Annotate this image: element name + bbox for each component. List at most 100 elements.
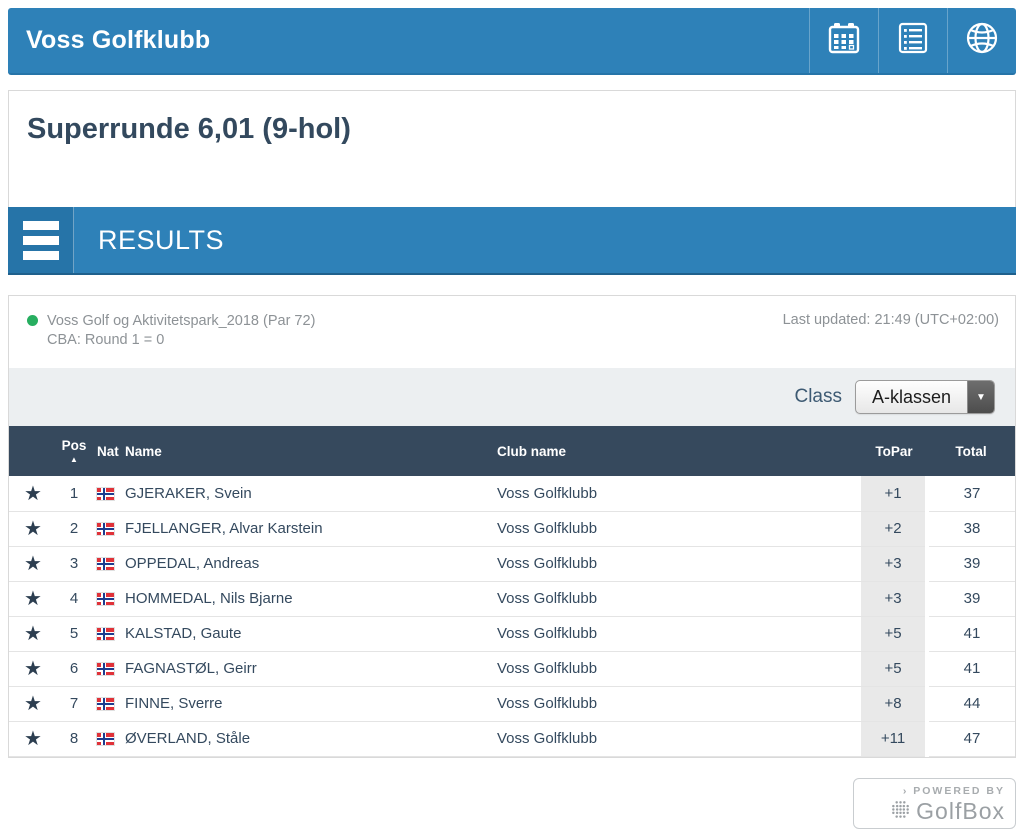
- player-topar: +5: [861, 616, 929, 652]
- calendar-icon: [825, 19, 863, 62]
- player-club: Voss Golfklubb: [497, 695, 598, 713]
- player-name: ØVERLAND, Ståle: [125, 730, 251, 748]
- favorite-star-icon[interactable]: ★: [24, 728, 42, 751]
- player-pos: 1: [69, 485, 79, 502]
- column-header-star: [9, 426, 57, 476]
- favorite-star-icon[interactable]: ★: [24, 483, 42, 505]
- player-pos: 5: [69, 625, 79, 643]
- round-info: Voss Golf og Aktivitetspark_2018 (Par 72…: [27, 312, 315, 350]
- favorite-star-icon[interactable]: ★: [24, 623, 42, 646]
- player-club: Voss Golfklubb: [497, 625, 598, 643]
- results-panel: Voss Golf og Aktivitetspark_2018 (Par 72…: [8, 295, 1016, 758]
- player-topar: +3: [861, 546, 929, 582]
- table-row[interactable]: ★ 1 GJERAKER, Svein Voss Golfklubb +1 37: [9, 476, 1015, 512]
- column-header-topar[interactable]: ToPar: [875, 443, 913, 459]
- column-header-total[interactable]: Total: [955, 443, 987, 459]
- column-header-nat[interactable]: Nat: [97, 443, 119, 459]
- class-filter-band: Class A-klassen ▼: [9, 368, 1015, 427]
- player-club: Voss Golfklubb: [497, 730, 598, 748]
- last-updated: Last updated: 21:49 (UTC+02:00): [782, 312, 999, 328]
- player-name: GJERAKER, Svein: [125, 485, 252, 502]
- hamburger-menu-button[interactable]: [8, 207, 74, 273]
- favorite-star-icon[interactable]: ★: [24, 553, 42, 576]
- table-row[interactable]: ★ 6 FAGNASTØL, Geirr Voss Golfklubb +5 4…: [9, 651, 1015, 687]
- player-total: 38: [963, 520, 981, 538]
- column-header-name[interactable]: Name: [125, 443, 162, 459]
- favorite-star-icon[interactable]: ★: [24, 588, 42, 611]
- course-name: Voss Golf og Aktivitetspark_2018 (Par 72…: [47, 313, 316, 329]
- top-bar: Voss Golfklubb: [8, 8, 1016, 75]
- player-pos: 4: [69, 590, 79, 608]
- language-button[interactable]: [947, 8, 1016, 73]
- player-pos: 2: [69, 520, 79, 538]
- hamburger-icon: [22, 220, 59, 230]
- player-club: Voss Golfklubb: [497, 555, 598, 573]
- player-topar: +11: [861, 721, 929, 757]
- column-header-club[interactable]: Club name: [497, 443, 567, 459]
- table-row[interactable]: ★ 8 ØVERLAND, Ståle Voss Golfklubb +11 4…: [9, 721, 1015, 757]
- player-total: 44: [963, 695, 981, 713]
- golfbox-logo[interactable]: › POWERED BY GolfBox: [853, 777, 1016, 829]
- class-select[interactable]: A-klassen ▼: [855, 380, 995, 415]
- player-pos: 3: [69, 555, 79, 573]
- table-row[interactable]: ★ 7 FINNE, Sverre Voss Golfklubb +8 44: [9, 686, 1015, 722]
- column-header-pos[interactable]: Pos ▲: [57, 426, 91, 476]
- player-name: HOMMEDAL, Nils Bjarne: [125, 590, 293, 608]
- player-topar: +1: [861, 476, 929, 512]
- golfbox-ball-icon: [890, 799, 911, 824]
- norway-flag-icon: [97, 558, 114, 571]
- topbar-icon-group: [809, 8, 1016, 73]
- player-topar: +8: [861, 686, 929, 722]
- golfbox-brand-text: GolfBox: [916, 797, 1005, 824]
- player-club: Voss Golfklubb: [497, 660, 598, 678]
- powered-by-text: › POWERED BY: [902, 784, 1005, 797]
- norway-flag-icon: [97, 628, 114, 641]
- player-total: 41: [963, 625, 981, 643]
- player-name: FINNE, Sverre: [125, 695, 223, 713]
- player-name: OPPEDAL, Andreas: [125, 555, 260, 573]
- sort-asc-icon: ▲: [70, 455, 78, 465]
- calendar-button[interactable]: [809, 8, 878, 73]
- player-name: FJELLANGER, Alvar Karstein: [125, 520, 323, 538]
- player-club: Voss Golfklubb: [497, 590, 598, 608]
- player-total: 39: [963, 590, 981, 608]
- norway-flag-icon: [97, 698, 114, 711]
- results-bar-label: RESULTS: [98, 224, 225, 255]
- favorite-star-icon[interactable]: ★: [24, 518, 42, 541]
- table-row[interactable]: ★ 3 OPPEDAL, Andreas Voss Golfklubb +3 3…: [9, 546, 1015, 582]
- norway-flag-icon: [97, 663, 114, 676]
- player-total: 47: [963, 730, 981, 748]
- player-club: Voss Golfklubb: [497, 520, 598, 538]
- player-total: 41: [963, 660, 981, 678]
- favorite-star-icon[interactable]: ★: [24, 693, 42, 716]
- table-row[interactable]: ★ 2 FJELLANGER, Alvar Karstein Voss Golf…: [9, 511, 1015, 547]
- norway-flag-icon: [97, 488, 114, 501]
- globe-icon: [962, 18, 1002, 63]
- results-table: Pos ▲ Nat Name Club name ToPar Total ★ 1…: [9, 426, 1015, 757]
- player-pos: 7: [69, 695, 79, 713]
- class-select-value: A-klassen: [871, 386, 952, 407]
- cba-info: CBA: Round 1 = 0: [47, 332, 165, 349]
- favorite-star-icon[interactable]: ★: [24, 658, 42, 681]
- player-total: 37: [963, 485, 981, 502]
- event-title: Superrunde 6,01 (9-hol): [27, 113, 351, 145]
- table-row[interactable]: ★ 4 HOMMEDAL, Nils Bjarne Voss Golfklubb…: [9, 581, 1015, 617]
- event-title-card: Superrunde 6,01 (9-hol): [8, 90, 1016, 207]
- status-dot-icon: [27, 315, 38, 326]
- player-total: 39: [963, 555, 981, 573]
- chevron-right-icon: ›: [902, 784, 909, 797]
- player-topar: +2: [861, 511, 929, 547]
- club-name: Voss Golfklubb: [26, 26, 211, 54]
- player-name: FAGNASTØL, Geirr: [125, 660, 257, 678]
- table-row[interactable]: ★ 5 KALSTAD, Gaute Voss Golfklubb +5 41: [9, 616, 1015, 652]
- list-view-button[interactable]: [878, 8, 947, 73]
- norway-flag-icon: [97, 523, 114, 536]
- footer: › POWERED BY GolfBox: [8, 777, 1016, 829]
- norway-flag-icon: [97, 733, 114, 746]
- chevron-down-icon: ▼: [967, 381, 994, 414]
- class-label: Class: [794, 386, 842, 408]
- player-club: Voss Golfklubb: [497, 485, 598, 502]
- player-pos: 6: [69, 660, 79, 678]
- round-info-texts: Voss Golf og Aktivitetspark_2018 (Par 72…: [47, 312, 315, 350]
